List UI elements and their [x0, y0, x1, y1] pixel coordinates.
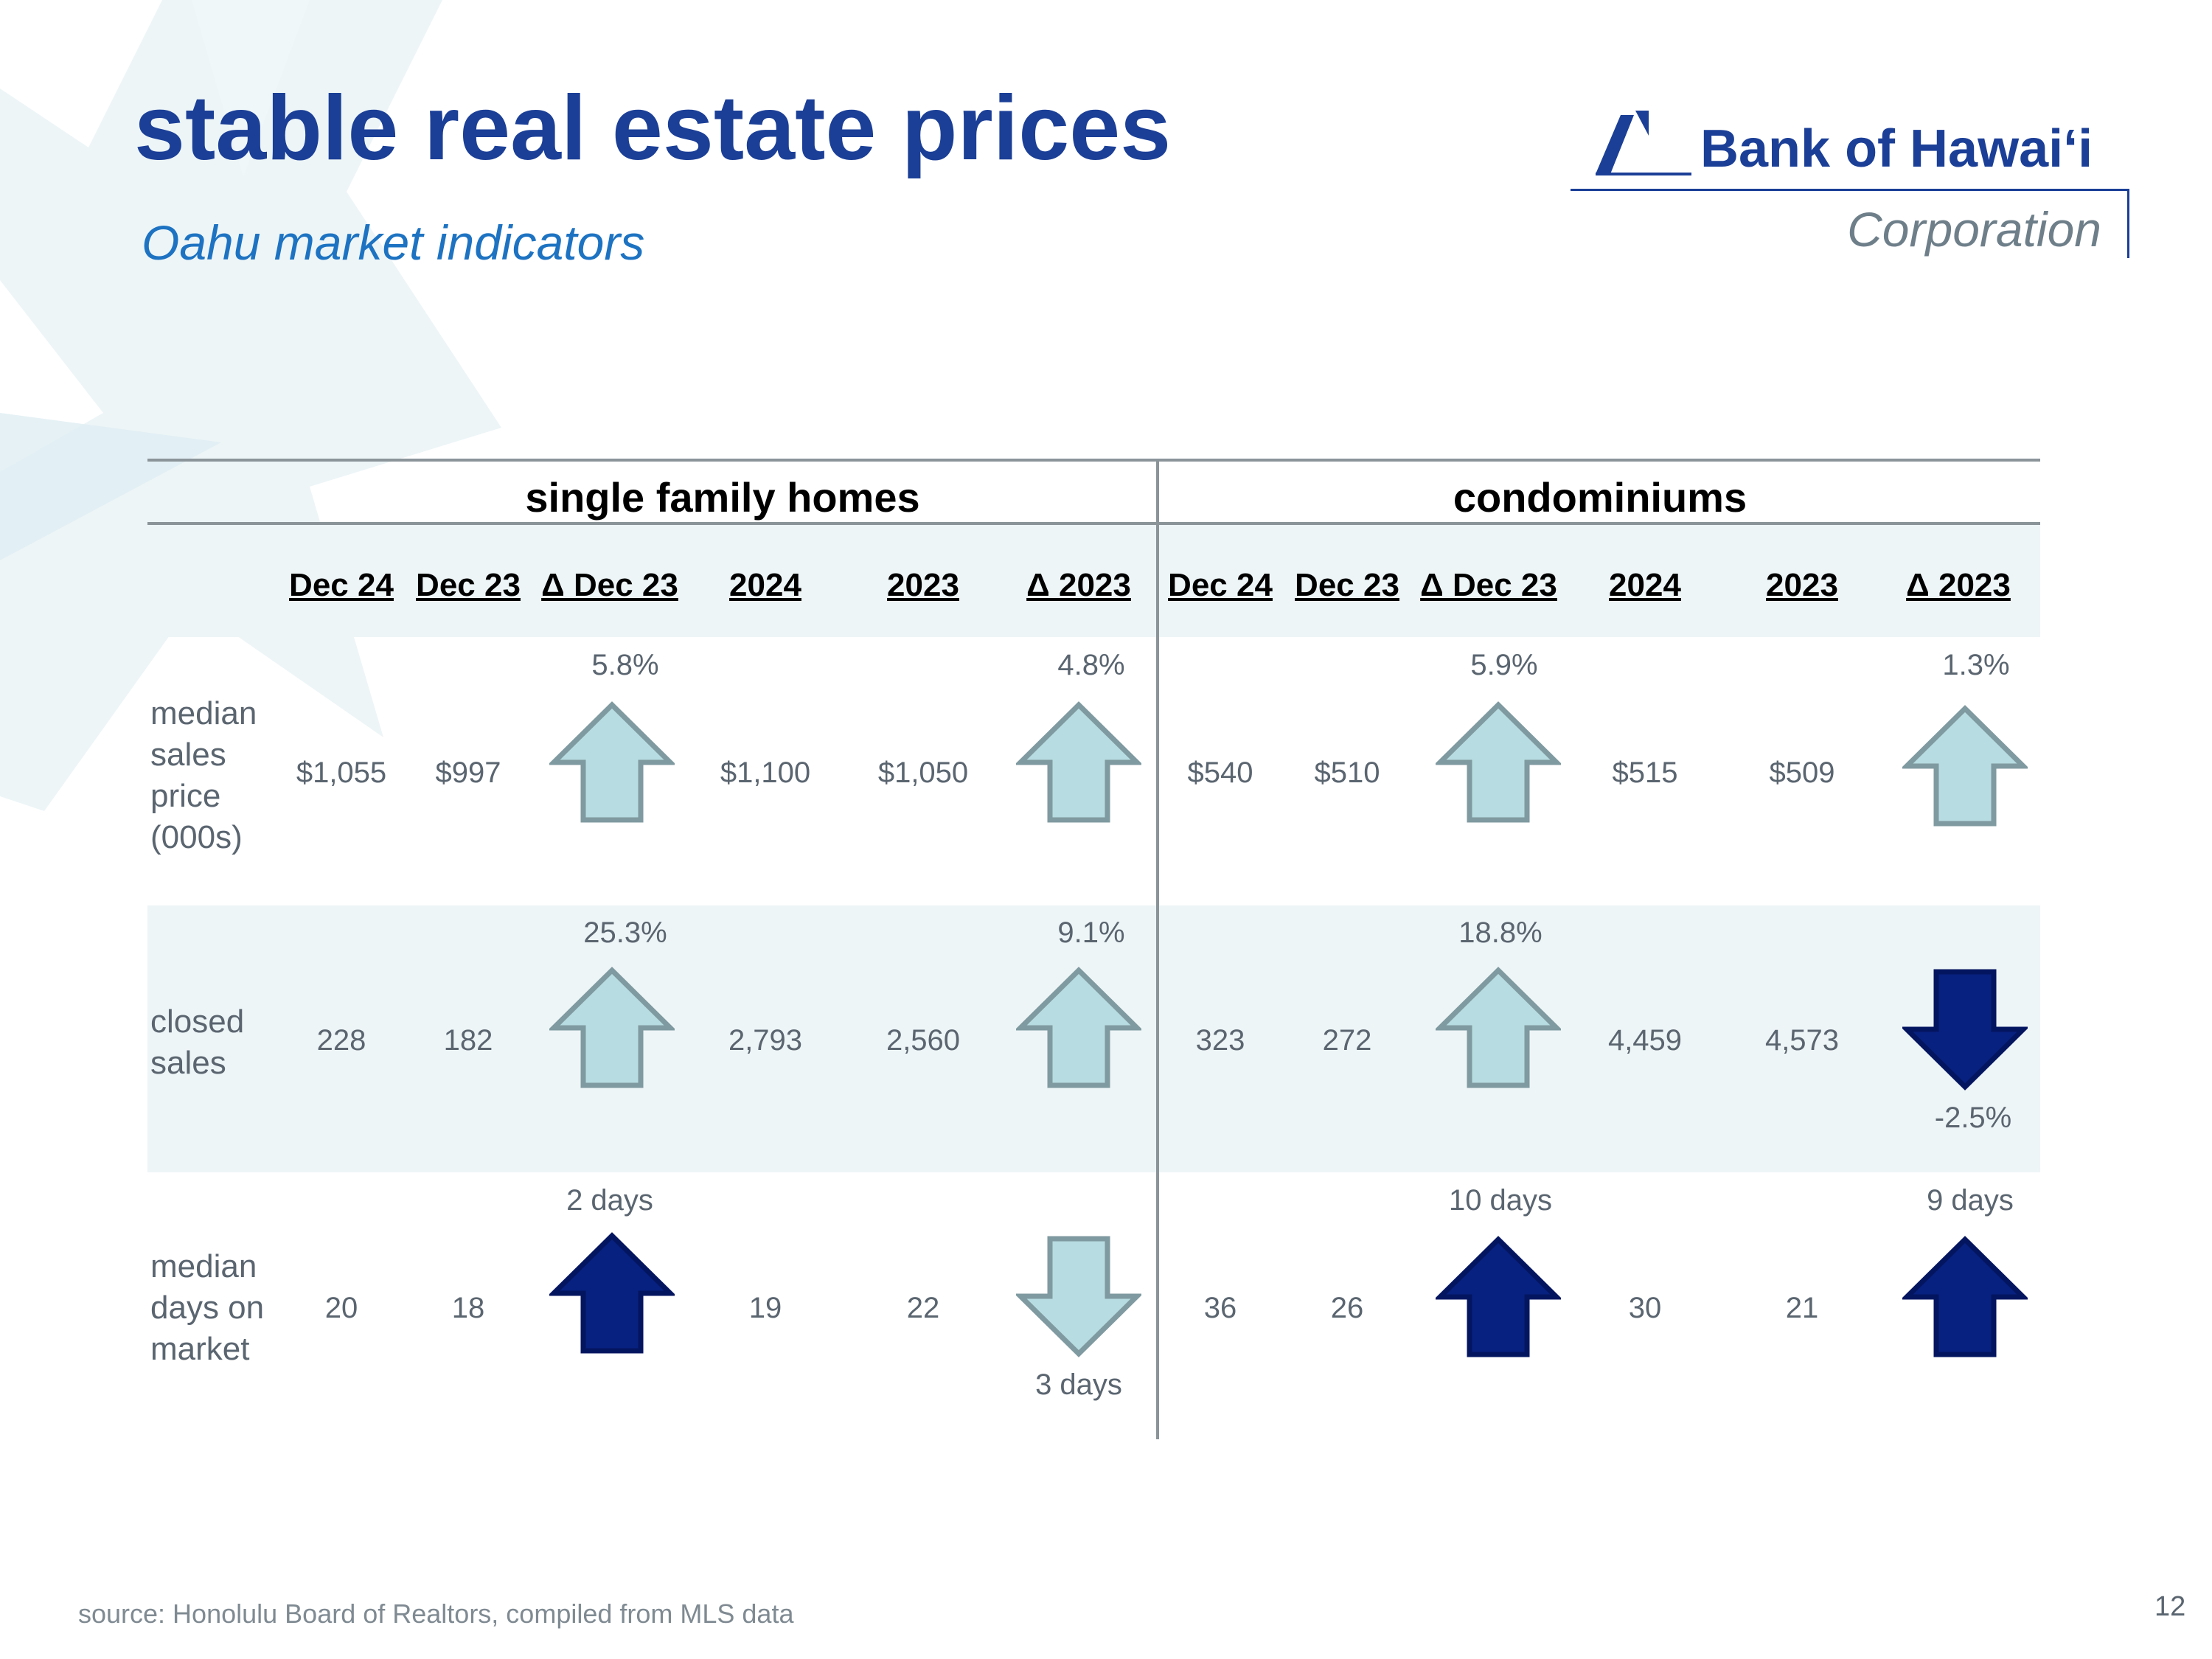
group-header-condominiums: condominiums	[1453, 474, 1747, 521]
column-header: Δ 2023	[1026, 567, 1131, 603]
change-label: 5.9%	[1470, 649, 1538, 681]
change-label: 2 days	[566, 1184, 653, 1217]
row-label-closed-sales: closed sales	[150, 1004, 245, 1081]
table-cell: 228	[316, 1024, 366, 1057]
table-cell: $1,050	[877, 757, 969, 789]
table-cell: 20	[324, 1292, 358, 1324]
row-label-median-days-on-market: median days on market	[150, 1248, 265, 1367]
table-cell: 26	[1330, 1292, 1364, 1324]
change-label: 4.8%	[1057, 649, 1125, 681]
page-number: 12	[2154, 1591, 2186, 1622]
table-cell: 182	[443, 1024, 493, 1057]
table-cell: $1,055	[296, 757, 387, 789]
change-label: 1.3%	[1942, 649, 2010, 681]
column-header: Dec 23	[416, 567, 521, 603]
table-cell: $510	[1314, 757, 1380, 789]
table-cell: 2,560	[886, 1024, 961, 1057]
group-header-single-family: single family homes	[525, 474, 920, 521]
table-cell: 19	[748, 1292, 782, 1324]
bank-logo-mark-icon	[1596, 111, 1691, 175]
change-label: 25.3%	[583, 917, 667, 949]
bank-logo: Bank of Hawaiʻi Corporation	[1571, 103, 2131, 265]
table-cell: 4,459	[1607, 1024, 1683, 1057]
arrow-up-icon	[549, 701, 675, 823]
change-label: 9.1%	[1057, 917, 1125, 949]
table-cell: $997	[435, 757, 501, 789]
page-subtitle: Oahu market indicators	[142, 215, 645, 270]
table-cell: 4,573	[1764, 1024, 1840, 1057]
arrow-down-icon	[1902, 969, 2028, 1091]
arrow-up-icon	[1436, 701, 1561, 823]
column-header: 2023	[1766, 567, 1838, 603]
table-cell: 36	[1203, 1292, 1237, 1324]
arrow-up-icon	[549, 1232, 675, 1354]
table-cell: 272	[1322, 1024, 1372, 1057]
row-label-median-sales-price: median sales price (000s)	[150, 695, 257, 855]
source-note: source: Honolulu Board of Realtors, comp…	[78, 1599, 794, 1629]
table-cell: 323	[1195, 1024, 1245, 1057]
logo-vertical-rule	[2127, 189, 2129, 258]
arrow-up-icon	[1436, 967, 1561, 1088]
background-star-watermark	[0, 0, 501, 811]
column-header: Δ Dec 23	[541, 567, 678, 603]
bank-logo-corporation: Corporation	[1847, 202, 2101, 257]
table-cell: $540	[1187, 757, 1253, 789]
arrow-up-icon	[1902, 1236, 2028, 1357]
table-cell: $509	[1769, 757, 1835, 789]
column-header: Δ 2023	[1906, 567, 2011, 603]
change-label: 3 days	[1035, 1368, 1122, 1401]
table-cell: 2,793	[728, 1024, 803, 1057]
column-header: Δ Dec 23	[1420, 567, 1557, 603]
column-header: 2024	[1609, 567, 1681, 603]
change-label: 5.8%	[591, 649, 659, 681]
table-cell: 22	[906, 1292, 940, 1324]
arrow-up-icon	[549, 967, 675, 1088]
change-label: 18.8%	[1458, 917, 1543, 949]
change-label: 9 days	[1927, 1184, 2014, 1217]
table-cell: 30	[1628, 1292, 1662, 1324]
column-header: Dec 23	[1295, 567, 1399, 603]
change-label: 10 days	[1448, 1184, 1553, 1217]
group-divider	[1156, 460, 1159, 1439]
column-header: 2023	[887, 567, 959, 603]
arrow-up-icon	[1436, 1236, 1561, 1357]
arrow-up-icon	[1902, 705, 2028, 827]
table-cell: $1,100	[720, 757, 811, 789]
table-cell: $515	[1612, 757, 1678, 789]
change-label: -2.5%	[1934, 1102, 2012, 1134]
header-band	[147, 525, 2040, 637]
group-header-rule	[147, 522, 2040, 525]
bank-logo-name: Bank of Hawaiʻi	[1700, 119, 2093, 178]
arrow-up-icon	[1016, 967, 1141, 1088]
column-header: 2024	[729, 567, 801, 603]
column-header: Dec 24	[1168, 567, 1273, 603]
page-title: stable real estate prices	[134, 77, 1172, 179]
column-header: Dec 24	[289, 567, 394, 603]
table-cell: 18	[451, 1292, 485, 1324]
arrow-down-icon	[1016, 1236, 1141, 1357]
logo-underline	[1571, 189, 2128, 191]
arrow-up-icon	[1016, 701, 1141, 823]
table-cell: 21	[1785, 1292, 1819, 1324]
table-top-rule	[147, 459, 2040, 462]
